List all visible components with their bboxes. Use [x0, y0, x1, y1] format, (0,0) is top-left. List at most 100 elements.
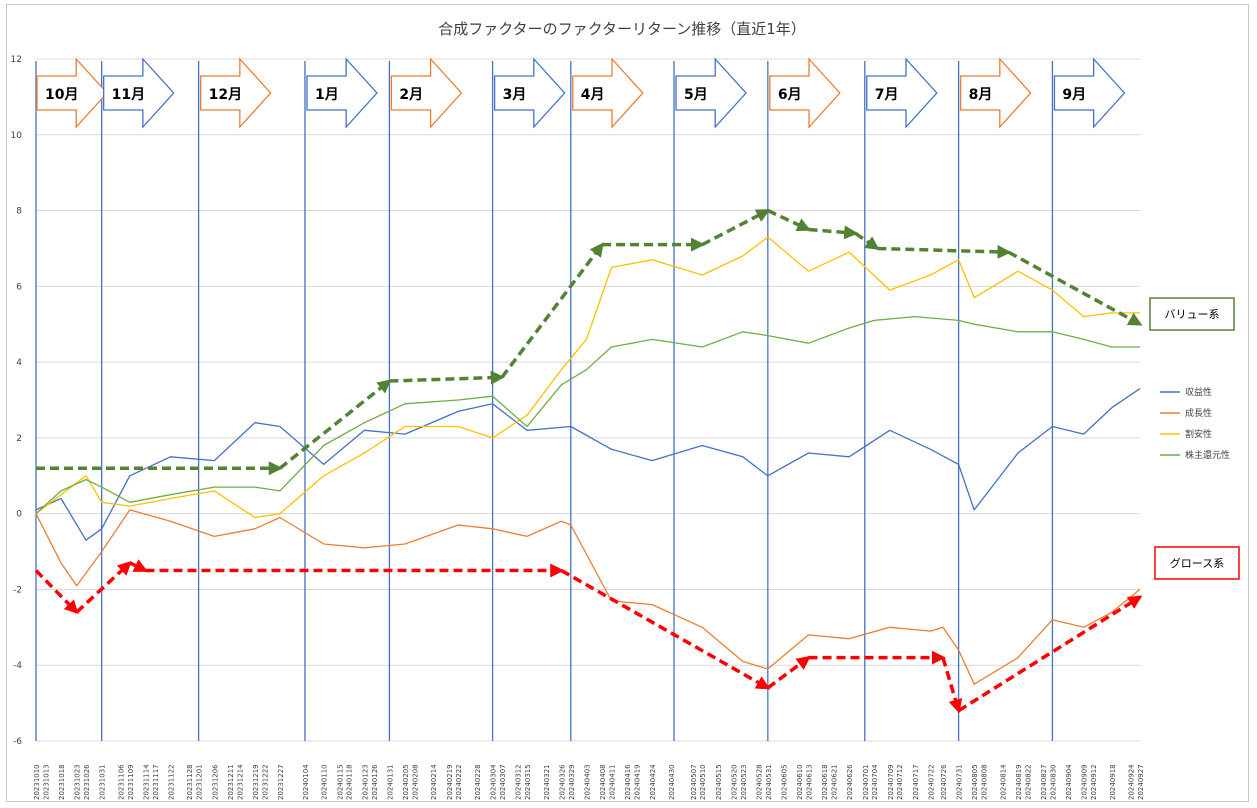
month-arrow [493, 57, 566, 129]
value-group-label: バリュー系 [1165, 308, 1220, 321]
x-tick-label: 20231114 [142, 764, 150, 800]
month-arrow [36, 57, 108, 129]
y-tick-label: 12 [11, 55, 22, 65]
growth-trend-arrow [941, 657, 963, 714]
x-tick-label: 20231106 [117, 764, 125, 800]
growth-trend-arrow [766, 655, 811, 690]
x-tick-label: 20231023 [74, 764, 82, 800]
month-arrow [675, 57, 747, 129]
x-tick-label: 20240610 [796, 764, 804, 800]
x-tick-label: 20240621 [831, 764, 839, 800]
x-tick-label: 20231117 [152, 764, 160, 800]
growth-trend-arrow [34, 569, 79, 615]
x-tick-label: 20240918 [1109, 764, 1117, 800]
value-trend-arrow [767, 208, 812, 232]
month-label: 8月 [969, 87, 993, 103]
x-tick-label: 20240927 [1137, 764, 1145, 800]
y-tick-label: 6 [16, 282, 22, 292]
x-tick-label: 20240510 [699, 764, 707, 800]
value-trend-arrow [389, 370, 505, 385]
x-tick-label: 20240701 [862, 764, 870, 800]
x-tick-label: 20240731 [956, 764, 964, 800]
x-tick-label: 20240208 [411, 764, 419, 800]
month-label: 12月 [209, 87, 242, 103]
series-line [35, 509, 1141, 685]
month-label: 7月 [875, 87, 899, 103]
x-tick-label: 20231010 [33, 764, 41, 800]
x-tick-label: 20240307 [499, 764, 507, 800]
x-tick-label: 20240507 [690, 764, 698, 800]
x-tick-label: 20240219 [446, 764, 454, 800]
y-axis: -6 -4 -2 0 2 4 6 8 10 12 [11, 55, 23, 747]
x-axis: 20231010 20231013 20231018 20231023 20231026… [33, 764, 1145, 800]
value-trend-arrow [808, 225, 859, 240]
x-tick-label: 20231219 [252, 764, 260, 800]
x-tick-label: 20240722 [927, 764, 935, 800]
y-tick-label: -2 [13, 585, 22, 595]
month-label: 5月 [684, 87, 708, 103]
x-tick-label: 20240321 [543, 764, 551, 800]
x-tick-label: 20231026 [83, 764, 91, 800]
legend-label: 成長性 [1185, 407, 1212, 419]
value-trend-arrow [500, 242, 604, 379]
x-tick-label: 20240430 [668, 764, 676, 800]
x-tick-label: 20231227 [277, 764, 285, 800]
value-group-box [1149, 297, 1235, 331]
growth-trend-arrow [75, 561, 132, 614]
x-tick-label: 20240222 [455, 764, 463, 800]
month-arrow [1053, 57, 1126, 129]
month-arrow [572, 57, 644, 129]
month-arrow [306, 57, 378, 129]
month-label: 10月 [45, 87, 78, 103]
value-trend-arrow [877, 244, 1012, 259]
x-tick-label: 20240205 [402, 764, 410, 800]
x-tick-label: 20240424 [649, 764, 657, 800]
x-tick-label: 20240909 [1081, 764, 1089, 800]
growth-group-box [1154, 546, 1240, 580]
month-arrows: 10月 11月 12月 1月 2月 3月 4月 5月 6月 7月 8月 9月 [36, 57, 1126, 129]
x-tick-label: 20240613 [805, 764, 813, 800]
x-tick-label: 20240822 [1024, 764, 1032, 800]
chart-frame [6, 4, 1249, 802]
x-tick-label: 20231128 [186, 764, 194, 800]
x-tick-label: 20240326 [558, 764, 566, 800]
month-arrow [103, 57, 175, 129]
value-trend-arrow [854, 231, 880, 251]
y-tick-label: 0 [16, 510, 22, 520]
month-arrow [199, 57, 272, 129]
month-label: 2月 [399, 87, 423, 103]
x-tick-label: 20231031 [99, 764, 107, 800]
x-tick-label: 20240104 [302, 764, 310, 800]
x-tick-label: 20240605 [780, 764, 788, 800]
month-label: 6月 [778, 87, 802, 103]
x-tick-label: 20231211 [227, 764, 235, 800]
month-label: 3月 [503, 87, 527, 103]
x-tick-label: 20231222 [261, 764, 269, 800]
value-trend-arrow [701, 209, 771, 247]
series-line [35, 236, 1140, 519]
series-line [35, 388, 1141, 541]
x-tick-label: 20240118 [346, 764, 354, 800]
month-arrow [866, 57, 938, 129]
chart-title: 合成ファクターのファクターリターン推移（直近1年） [438, 20, 806, 38]
x-tick-label: 20240904 [1065, 764, 1073, 800]
month-label: 11月 [112, 87, 145, 103]
x-tick-label: 20240214 [430, 764, 438, 800]
growth-trend-arrow [560, 568, 771, 690]
y-tick-label: 8 [16, 207, 22, 217]
y-tick-label: 4 [16, 358, 22, 368]
x-tick-label: 20231109 [127, 764, 135, 800]
x-tick-label: 20240315 [524, 764, 532, 800]
x-tick-label: 20240523 [740, 764, 748, 800]
month-arrow [959, 57, 1032, 129]
x-tick-label: 20240726 [940, 764, 948, 800]
growth-trend-arrow [129, 559, 148, 573]
x-tick-label: 20240126 [371, 764, 379, 800]
x-tick-label: 20240131 [386, 764, 394, 800]
x-tick-label: 20240228 [474, 764, 482, 800]
x-tick-label: 20240814 [999, 764, 1007, 800]
x-tick-label: 20240416 [624, 764, 632, 800]
month-label: 1月 [315, 87, 339, 103]
